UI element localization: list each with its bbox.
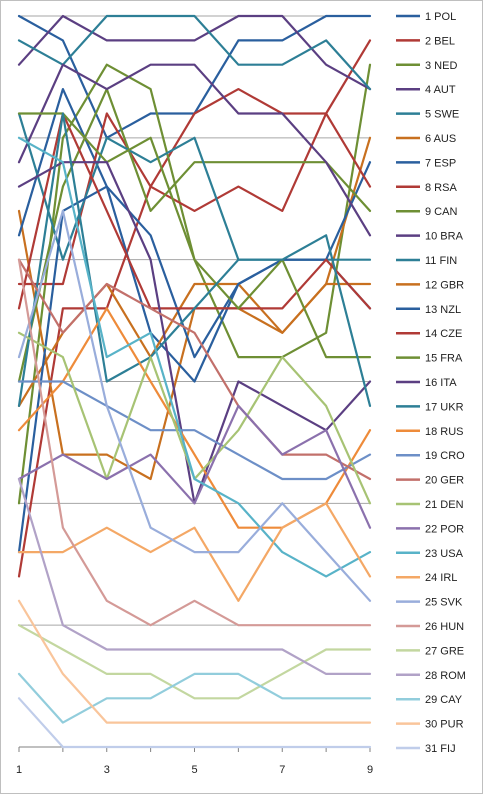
legend-label: 3 NED [425,60,457,72]
legend-label: 28 ROM [425,670,466,682]
x-axis: 1 3 5 7 9 [16,746,373,776]
legend: 1 POL 2 BEL 3 NED 4 AUT 5 SWE 6 AUS 7 ESP 8 RSA… [396,11,466,755]
legend-label: 23 USA [425,548,464,560]
series-line [17,502,372,602]
series-lines [17,14,372,749]
series-line [17,307,372,529]
x-tick-label: 7 [279,764,285,776]
legend-label: 2 BEL [425,35,455,47]
series-line [17,258,372,481]
legend-label: 5 SWE [425,109,459,121]
x-tick-label: 3 [104,764,110,776]
series-line [17,209,372,602]
legend-label: 8 RSA [425,182,457,194]
legend-label: 13 NZL [425,304,461,316]
series-line [17,14,372,91]
legend-label: 10 BRA [425,231,464,243]
legend-label: 12 GBR [425,279,464,291]
series-line [17,380,372,481]
legend-label: 26 HUN [425,621,464,633]
series-line [17,39,372,578]
legend-label: 31 FIJ [425,743,456,755]
series-line [17,112,372,407]
series-line [17,87,372,383]
x-tick-label: 1 [16,764,22,776]
series-line [17,258,372,627]
x-tick-label: 9 [367,764,373,776]
legend-label: 27 GRE [425,645,464,657]
legend-label: 17 UKR [425,401,464,413]
legend-label: 20 GER [425,475,464,487]
legend-label: 9 CAN [425,206,457,218]
series-line [17,697,372,749]
series-line [17,404,372,529]
series-line [17,624,372,700]
legend-label: 22 POR [425,523,464,535]
legend-label: 15 FRA [425,353,463,365]
legend-label: 6 AUS [425,133,456,145]
legend-label: 19 CRO [425,450,465,462]
series-line [17,14,372,91]
legend-label: 11 FIN [425,255,457,267]
legend-label: 1 POL [425,11,456,23]
legend-label: 18 RUS [425,426,464,438]
legend-label: 21 DEN [425,499,464,511]
series-line [17,14,372,139]
legend-label: 29 CAY [425,694,463,706]
series-line [17,63,372,237]
legend-label: 7 ESP [425,157,456,169]
legend-label: 14 CZE [425,328,462,340]
series-line [17,672,372,724]
legend-label: 16 ITA [425,377,457,389]
series-line [17,477,372,676]
series-line [17,136,372,578]
series-line [17,112,372,359]
legend-label: 25 SVK [425,597,463,609]
series-line [17,599,372,724]
legend-label: 4 AUT [425,84,456,96]
legend-label: 24 IRL [425,572,457,584]
legend-label: 30 PUR [425,719,464,731]
x-tick-label: 5 [191,764,197,776]
